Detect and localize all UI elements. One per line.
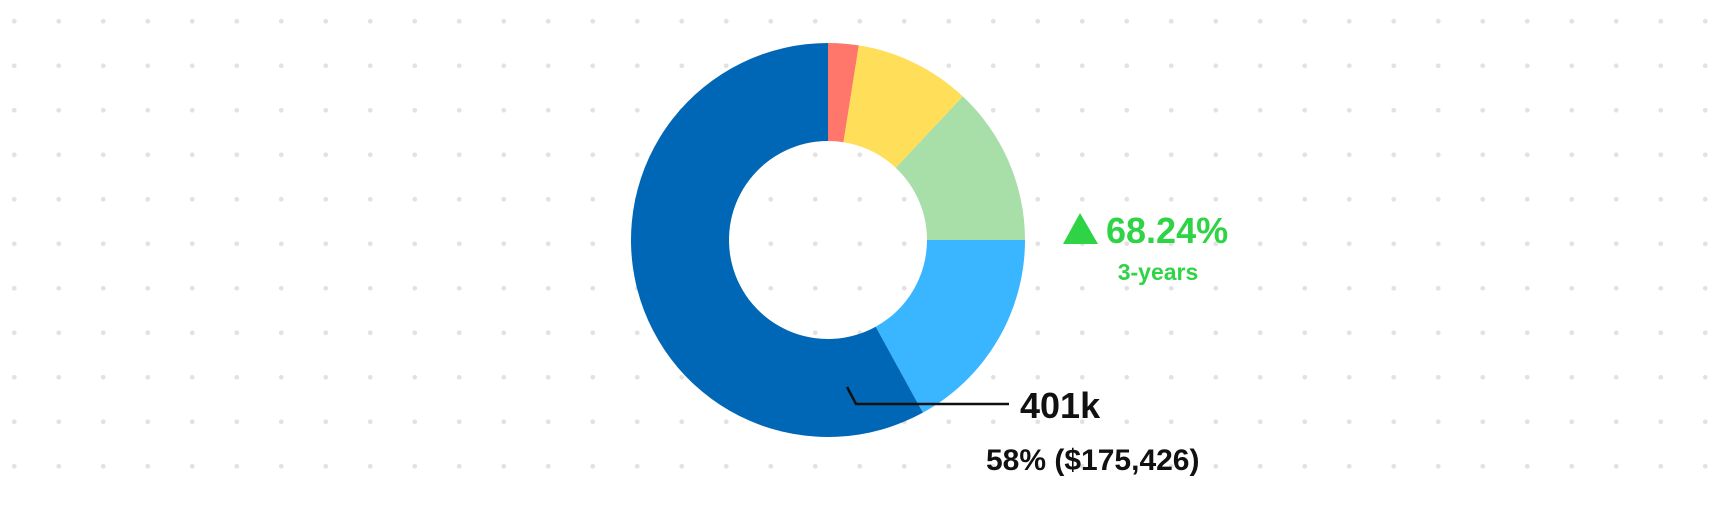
up-arrow-icon	[1063, 213, 1098, 244]
callout-detail: 58% ($175,426)	[986, 444, 1200, 477]
donut-slices	[630, 43, 1025, 438]
donut-slice-4	[875, 240, 1025, 413]
donut-slice-3	[895, 96, 1025, 240]
donut-slice-5	[630, 43, 923, 438]
donut-slice-1	[828, 43, 859, 143]
donut-slice-2	[843, 45, 963, 168]
change-value: 68.24%	[1106, 210, 1228, 251]
callout-leader-line	[845, 386, 1009, 406]
callout-label: 401k	[1020, 385, 1101, 426]
change-period: 3-years	[1118, 259, 1199, 285]
